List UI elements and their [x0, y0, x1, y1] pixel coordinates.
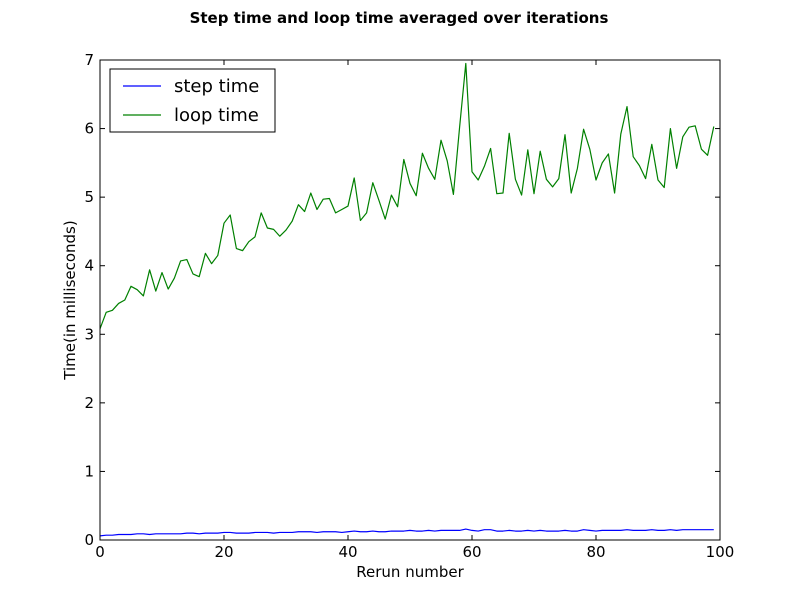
- series-layer: [99, 62, 715, 537]
- chart-title: Step time and loop time averaged over it…: [190, 9, 609, 27]
- plot-background: [100, 60, 720, 540]
- x-tick-label-60: 60: [462, 543, 481, 561]
- y-axis-label: Time(in milliseconds): [61, 220, 79, 380]
- x-tick-label-80: 80: [586, 543, 605, 561]
- legend-label-step-time: step time: [174, 76, 259, 97]
- legend: step time loop time: [109, 68, 276, 133]
- y-tick-label-1: 1: [84, 462, 94, 480]
- y-tick-label-0: 0: [84, 531, 94, 549]
- y-tick-label-7: 7: [84, 51, 94, 69]
- series-line-step-time: [99, 528, 714, 537]
- y-tick-label-4: 4: [84, 257, 94, 275]
- x-tick-label-40: 40: [338, 543, 357, 561]
- x-tick-labels: 0 20 40 60 80 100: [95, 543, 734, 561]
- y-tick-label-3: 3: [84, 325, 94, 343]
- legend-box: [109, 68, 276, 133]
- x-tick-label-0: 0: [95, 543, 105, 561]
- legend-label-loop-time: loop time: [174, 105, 259, 126]
- y-tick-label-6: 6: [84, 120, 94, 138]
- y-tick-label-2: 2: [84, 394, 94, 412]
- series-line-loop-time: [99, 62, 715, 330]
- x-tick-label-20: 20: [214, 543, 233, 561]
- y-tick-label-5: 5: [84, 188, 94, 206]
- y-tick-labels: 0 1 2 3 4 5 6 7: [84, 51, 94, 549]
- x-tick-label-100: 100: [706, 543, 735, 561]
- axes-frame: [99, 59, 721, 541]
- plot-area: [99, 59, 721, 541]
- tick-layer: [99, 59, 721, 541]
- x-axis-label: Rerun number: [356, 563, 464, 581]
